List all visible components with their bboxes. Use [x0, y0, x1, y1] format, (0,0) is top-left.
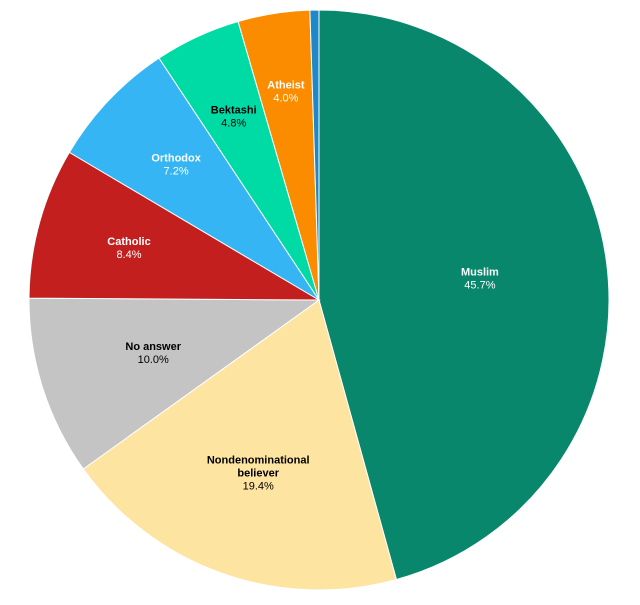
- pie-slice-no-answer: [28, 297, 321, 470]
- slice-value-label: 7.2%: [164, 166, 189, 178]
- pie-slice-muslim: [318, 9, 610, 581]
- slice-value-label: 10.0%: [138, 354, 169, 366]
- slice-value-label: 4.8%: [221, 117, 246, 129]
- slice-label: believer: [237, 467, 279, 479]
- slice-value-label: 4.0%: [273, 92, 298, 104]
- slice-label: Nondenominational: [207, 454, 310, 466]
- slice-value-label: 19.4%: [243, 480, 274, 492]
- slice-value-label: 45.7%: [464, 280, 495, 292]
- pie-slices: [28, 9, 610, 591]
- pie-slice-nondenominational-believer: [82, 299, 398, 591]
- slice-label: Muslim: [461, 267, 499, 279]
- slice-label: Catholic: [107, 236, 150, 248]
- slice-label: No answer: [125, 341, 181, 353]
- slice-label: Orthodox: [151, 153, 201, 165]
- slice-label: Atheist: [267, 79, 305, 91]
- slice-label: Bektashi: [211, 104, 257, 116]
- pie-slice-catholic: [28, 151, 321, 301]
- pie-slice-other: [309, 9, 320, 301]
- pie-slice-orthodox: [68, 57, 320, 301]
- slice-value-label: 8.4%: [116, 249, 141, 261]
